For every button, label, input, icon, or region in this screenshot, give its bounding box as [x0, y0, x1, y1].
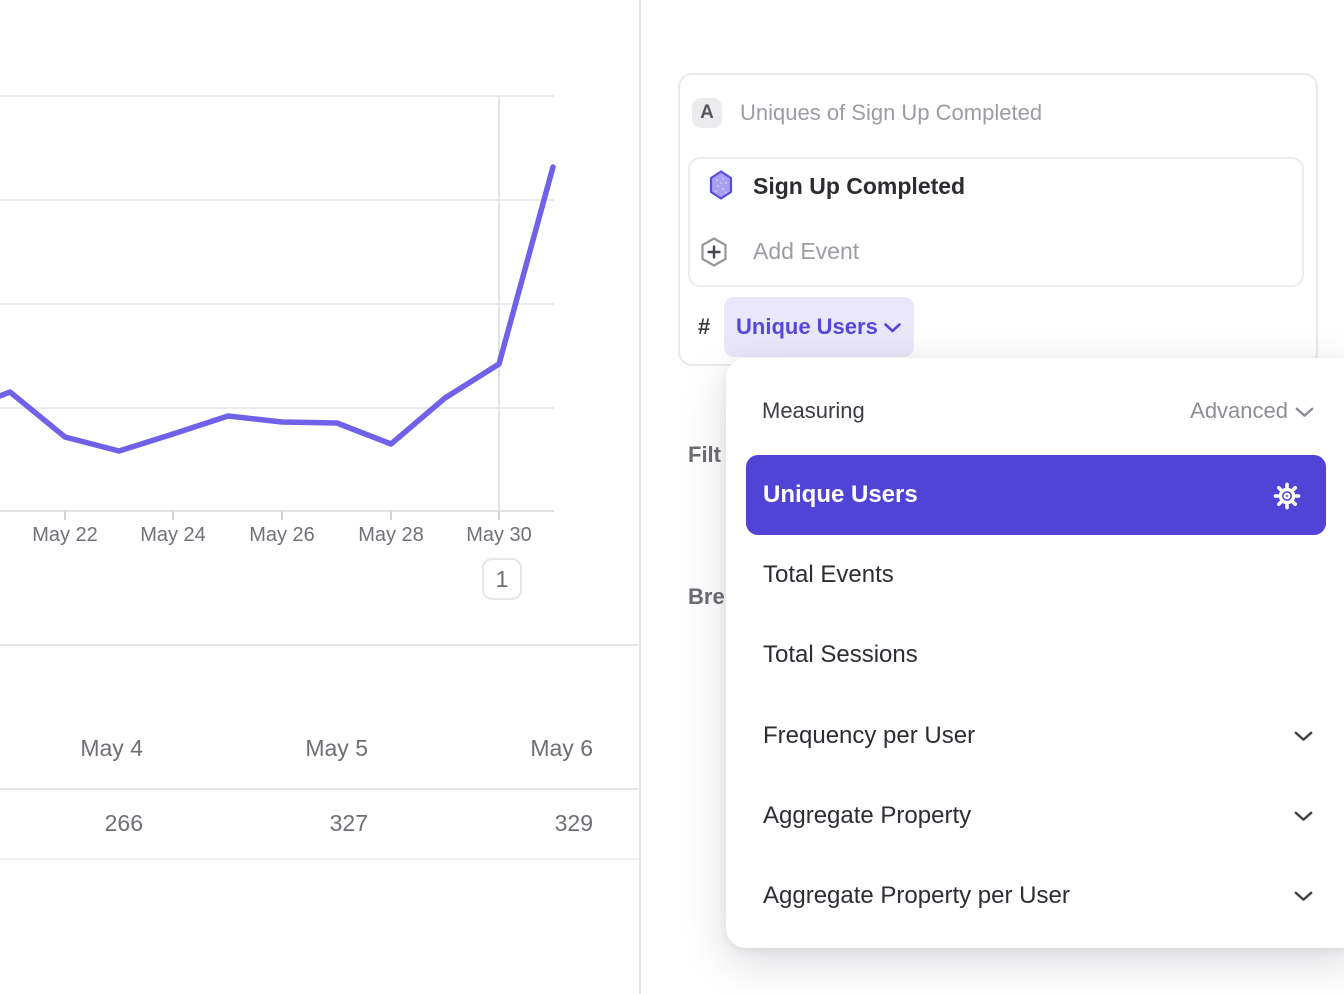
add-event-icon[interactable]: [700, 237, 728, 267]
chevron-down-icon: [1294, 891, 1313, 901]
menu-item-total-sessions[interactable]: Total Sessions: [763, 641, 918, 668]
measurement-dropdown-button[interactable]: Unique Users: [724, 297, 914, 357]
chart-line: [0, 164, 556, 454]
table-header-cell: May 4: [80, 735, 143, 761]
series-letter-badge[interactable]: A: [692, 98, 722, 128]
line-chart-plot[interactable]: [0, 0, 639, 620]
measurement-prefix: #: [698, 314, 711, 339]
table-value-cell: 266: [104, 810, 143, 836]
chevron-down-icon: [1294, 811, 1313, 821]
chevron-down-icon: [1294, 731, 1313, 741]
chevron-down-icon: [1295, 407, 1314, 417]
measuring-dropdown-menu: Measuring Advanced Unique Users: [726, 358, 1344, 948]
table-row-border: [0, 858, 639, 860]
measuring-mode-toggle[interactable]: Advanced: [1190, 398, 1288, 423]
gear-icon[interactable]: [1270, 479, 1304, 513]
x-tick-label: May 24: [140, 524, 206, 546]
filter-section-label: Filt: [688, 442, 721, 467]
menu-item-frequency-per-user[interactable]: Frequency per User: [763, 722, 976, 749]
event-block: [688, 157, 1304, 287]
x-tick-label: May 28: [358, 524, 424, 546]
panel-divider: [639, 0, 641, 994]
menu-item-aggregate-property[interactable]: Aggregate Property: [763, 802, 972, 829]
chart-axis-ticks: [64, 511, 500, 520]
x-tick-label: May 30: [466, 524, 532, 546]
event-name[interactable]: Sign Up Completed: [753, 173, 966, 199]
table-value-cell: 329: [554, 810, 593, 836]
add-event-button[interactable]: Add Event: [753, 238, 860, 264]
annotation-count-badge[interactable]: 1: [482, 558, 522, 600]
menu-item-total-events[interactable]: Total Events: [763, 561, 894, 588]
menu-item-unique-users-selected[interactable]: Unique Users: [746, 455, 1326, 535]
measurement-value: Unique Users: [736, 314, 878, 339]
x-tick-label: May 22: [32, 524, 98, 546]
x-tick-label: May 26: [249, 524, 315, 546]
chart-gridlines: [0, 95, 554, 512]
chevron-down-icon: [884, 323, 901, 333]
event-hexagon-icon: [709, 170, 733, 200]
query-card-title: Uniques of Sign Up Completed: [740, 100, 1043, 125]
table-top-border: [0, 644, 639, 646]
selected-item-label: Unique Users: [763, 481, 918, 508]
measuring-header: Measuring: [762, 398, 865, 423]
breakdown-section-label: Bre: [688, 584, 725, 609]
table-header-border: [0, 788, 639, 790]
table-header-cell: May 5: [305, 735, 368, 761]
table-value-cell: 327: [329, 810, 368, 836]
table-header-cell: May 6: [530, 735, 593, 761]
menu-item-aggregate-property-per-user[interactable]: Aggregate Property per User: [763, 882, 1070, 909]
